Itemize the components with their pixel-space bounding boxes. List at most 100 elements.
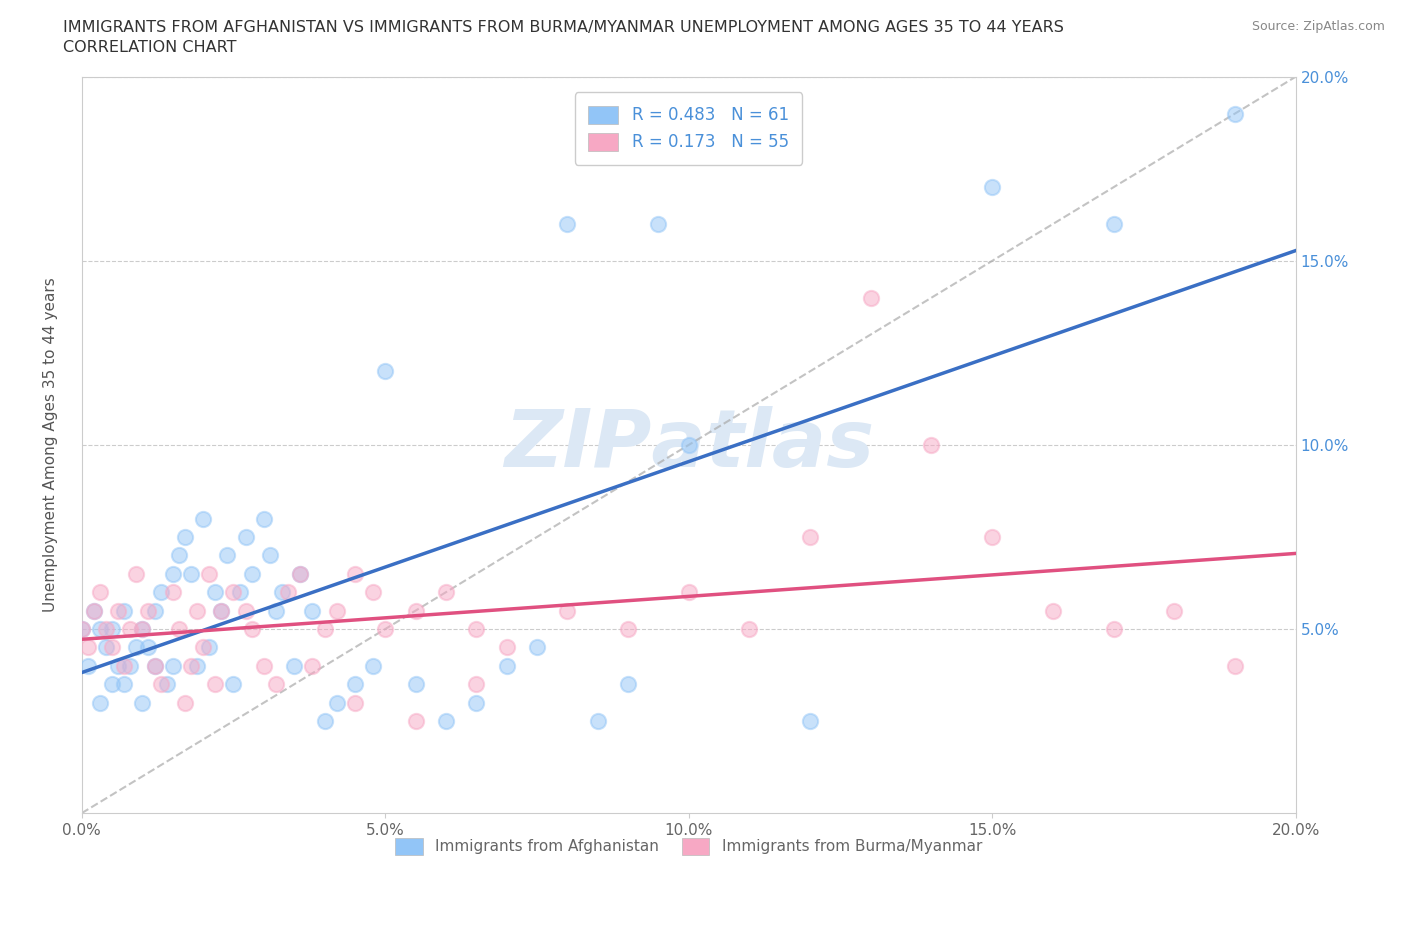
Point: [162, 566, 184, 581]
Point: [283, 658, 305, 673]
Point: [191, 640, 214, 655]
Point: [138, 604, 160, 618]
Point: [290, 566, 312, 581]
Point: [526, 640, 548, 655]
Point: [555, 217, 578, 232]
Point: [167, 621, 190, 636]
Point: [240, 566, 263, 581]
Point: [1042, 604, 1064, 618]
Text: Source: ZipAtlas.com: Source: ZipAtlas.com: [1251, 20, 1385, 33]
Point: [76, 640, 98, 655]
Point: [70, 621, 93, 636]
Point: [167, 548, 190, 563]
Point: [112, 677, 135, 692]
Point: [617, 677, 640, 692]
Point: [1102, 621, 1125, 636]
Point: [465, 696, 488, 711]
Point: [228, 585, 250, 600]
Point: [799, 713, 821, 728]
Point: [222, 677, 245, 692]
Point: [198, 640, 221, 655]
Point: [1163, 604, 1185, 618]
Point: [89, 696, 111, 711]
Point: [920, 437, 942, 452]
Point: [204, 585, 226, 600]
Point: [143, 604, 166, 618]
Point: [131, 621, 153, 636]
Point: [143, 658, 166, 673]
Point: [101, 677, 124, 692]
Point: [70, 621, 93, 636]
Point: [198, 566, 221, 581]
Point: [314, 713, 336, 728]
Point: [120, 621, 142, 636]
Text: ZIP​atlas: ZIP​atlas: [503, 406, 873, 484]
Point: [495, 640, 517, 655]
Point: [149, 677, 172, 692]
Point: [174, 529, 197, 544]
Point: [1102, 217, 1125, 232]
Point: [125, 640, 148, 655]
Point: [125, 566, 148, 581]
Point: [678, 437, 700, 452]
Point: [180, 658, 202, 673]
Point: [555, 604, 578, 618]
Point: [405, 677, 427, 692]
Point: [180, 566, 202, 581]
Point: [405, 713, 427, 728]
Point: [101, 640, 124, 655]
Point: [101, 621, 124, 636]
Point: [374, 364, 396, 379]
Point: [343, 566, 366, 581]
Point: [586, 713, 609, 728]
Point: [240, 621, 263, 636]
Point: [76, 658, 98, 673]
Point: [186, 604, 208, 618]
Point: [204, 677, 226, 692]
Point: [120, 658, 142, 673]
Point: [107, 604, 129, 618]
Point: [495, 658, 517, 673]
Point: [83, 604, 105, 618]
Point: [314, 621, 336, 636]
Point: [405, 604, 427, 618]
Point: [374, 621, 396, 636]
Point: [112, 658, 135, 673]
Point: [94, 621, 117, 636]
Point: [981, 179, 1004, 194]
Point: [981, 529, 1004, 544]
Point: [361, 585, 384, 600]
Point: [112, 604, 135, 618]
Legend: Immigrants from Afghanistan, Immigrants from Burma/Myanmar: Immigrants from Afghanistan, Immigrants …: [389, 831, 988, 861]
Point: [290, 566, 312, 581]
Point: [259, 548, 281, 563]
Point: [271, 585, 294, 600]
Point: [235, 604, 257, 618]
Point: [361, 658, 384, 673]
Point: [678, 585, 700, 600]
Point: [209, 604, 232, 618]
Point: [89, 585, 111, 600]
Y-axis label: Unemployment Among Ages 35 to 44 years: Unemployment Among Ages 35 to 44 years: [44, 277, 58, 612]
Point: [222, 585, 245, 600]
Point: [217, 548, 239, 563]
Text: IMMIGRANTS FROM AFGHANISTAN VS IMMIGRANTS FROM BURMA/MYANMAR UNEMPLOYMENT AMONG : IMMIGRANTS FROM AFGHANISTAN VS IMMIGRANT…: [63, 20, 1064, 35]
Point: [343, 677, 366, 692]
Point: [277, 585, 299, 600]
Point: [89, 621, 111, 636]
Point: [191, 512, 214, 526]
Point: [131, 621, 153, 636]
Point: [83, 604, 105, 618]
Point: [434, 585, 457, 600]
Point: [859, 290, 882, 305]
Point: [738, 621, 761, 636]
Point: [647, 217, 669, 232]
Point: [325, 604, 347, 618]
Point: [343, 696, 366, 711]
Point: [162, 585, 184, 600]
Point: [465, 677, 488, 692]
Point: [264, 677, 287, 692]
Point: [94, 640, 117, 655]
Point: [209, 604, 232, 618]
Point: [1223, 106, 1246, 121]
